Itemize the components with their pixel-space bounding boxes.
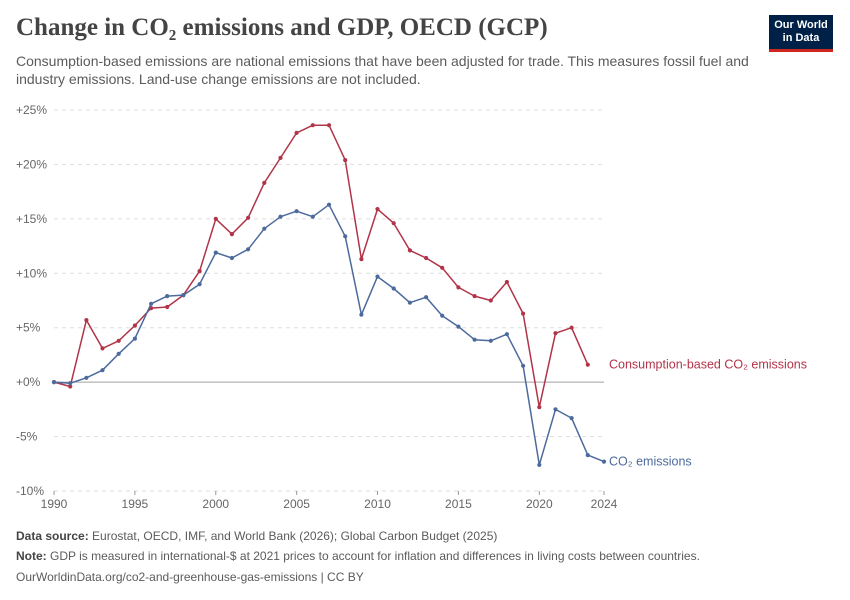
y-tick-label: +25% bbox=[16, 103, 47, 117]
y-tick-label: +10% bbox=[16, 266, 47, 280]
source-url[interactable]: OurWorldinData.org/co2-and-greenhouse-ga… bbox=[16, 570, 364, 584]
data-point bbox=[229, 232, 234, 237]
data-point bbox=[68, 384, 73, 389]
series-label: CO₂ emissions bbox=[609, 455, 692, 469]
y-tick-label: +20% bbox=[16, 157, 47, 171]
data-point bbox=[343, 158, 348, 163]
series-line bbox=[53, 124, 589, 408]
data-point bbox=[197, 282, 202, 287]
data-point bbox=[440, 313, 445, 318]
data-point bbox=[504, 279, 509, 285]
data-point bbox=[537, 462, 542, 467]
data-point bbox=[326, 123, 332, 128]
data-point bbox=[310, 214, 315, 219]
logo-line-2: in Data bbox=[782, 32, 820, 44]
chart-subtitle: Consumption-based emissions are national… bbox=[16, 53, 749, 87]
data-point bbox=[488, 298, 493, 303]
data-point bbox=[359, 312, 364, 317]
data-point bbox=[262, 180, 267, 185]
y-tick-label: +0% bbox=[16, 375, 41, 389]
data-point bbox=[326, 202, 332, 207]
data-point bbox=[132, 336, 137, 341]
x-tick-label: 2020 bbox=[526, 497, 553, 511]
y-tick-label: +5% bbox=[16, 321, 41, 335]
data-point bbox=[165, 294, 170, 299]
data-point bbox=[246, 215, 251, 220]
x-tick-label: 2024 bbox=[591, 497, 618, 511]
data-point bbox=[391, 286, 396, 291]
data-point bbox=[456, 285, 461, 290]
data-point bbox=[375, 274, 380, 279]
data-point bbox=[585, 453, 590, 458]
data-point bbox=[424, 255, 429, 261]
data-point bbox=[213, 216, 218, 221]
x-tick-label: 1990 bbox=[41, 497, 68, 511]
data-point bbox=[132, 323, 137, 328]
data-point bbox=[359, 257, 364, 262]
owid-logo[interactable]: Our World in Data bbox=[769, 15, 833, 52]
data-point bbox=[391, 221, 396, 226]
data-point bbox=[569, 325, 574, 330]
data-point bbox=[278, 214, 283, 219]
y-tick-label: -10% bbox=[16, 484, 44, 498]
data-point bbox=[472, 337, 477, 342]
data-point bbox=[521, 363, 526, 368]
data-point bbox=[84, 318, 89, 323]
data-point bbox=[100, 368, 105, 373]
data-point bbox=[601, 459, 607, 464]
data-point bbox=[440, 265, 445, 270]
source-label: Data source: bbox=[16, 529, 89, 543]
data-point bbox=[262, 226, 267, 231]
data-point bbox=[343, 234, 348, 239]
data-point bbox=[51, 380, 57, 385]
data-point bbox=[553, 331, 558, 336]
data-point bbox=[116, 351, 121, 356]
note-label: Note: bbox=[16, 549, 47, 563]
data-point bbox=[278, 155, 283, 160]
source-text: Eurostat, OECD, IMF, and World Bank (202… bbox=[92, 529, 498, 543]
data-point bbox=[197, 269, 202, 274]
data-point bbox=[165, 304, 170, 310]
data-point bbox=[149, 301, 154, 306]
note-text: GDP is measured in international-$ at 20… bbox=[50, 549, 700, 563]
data-point bbox=[504, 332, 509, 337]
series-line bbox=[53, 203, 605, 466]
data-point bbox=[246, 247, 251, 252]
data-point bbox=[569, 416, 574, 421]
data-point bbox=[424, 295, 429, 300]
data-point bbox=[229, 255, 234, 261]
data-point bbox=[116, 338, 121, 343]
y-tick-label: -5% bbox=[16, 430, 38, 444]
data-point bbox=[68, 381, 73, 386]
data-point bbox=[585, 362, 590, 367]
data-point bbox=[84, 375, 89, 380]
data-point bbox=[181, 293, 186, 298]
x-tick-label: 2015 bbox=[445, 497, 472, 511]
data-point bbox=[100, 346, 105, 351]
data-point bbox=[456, 324, 461, 329]
chart-note: Note: GDP is measured in international-$… bbox=[16, 549, 700, 563]
data-point bbox=[488, 338, 493, 343]
data-point bbox=[472, 294, 477, 299]
x-tick-label: 2010 bbox=[364, 497, 391, 511]
data-point bbox=[537, 405, 542, 410]
data-point bbox=[553, 407, 558, 412]
data-point bbox=[375, 207, 380, 212]
logo-line-1: Our World bbox=[774, 19, 828, 31]
data-source: Data source: Eurostat, OECD, IMF, and Wo… bbox=[16, 529, 497, 543]
line-chart: -10% -5% +0% +5% +10% +15% +20% +25% 1990 1995 200… bbox=[16, 103, 807, 511]
data-point bbox=[407, 300, 412, 305]
data-point bbox=[213, 250, 218, 255]
chart-title: Change in CO₂ emissions and GDP, OECD (G… bbox=[16, 14, 548, 41]
y-tick-label: +15% bbox=[16, 212, 47, 226]
x-tick-label: 1995 bbox=[122, 497, 149, 511]
data-point bbox=[294, 209, 299, 214]
data-point bbox=[310, 123, 315, 128]
series-label: Consumption-based CO₂ emissions bbox=[609, 358, 807, 372]
data-point bbox=[407, 248, 412, 253]
data-point bbox=[294, 130, 299, 135]
x-tick-label: 2000 bbox=[202, 497, 229, 511]
data-point bbox=[521, 311, 526, 316]
x-tick-label: 2005 bbox=[283, 497, 310, 511]
